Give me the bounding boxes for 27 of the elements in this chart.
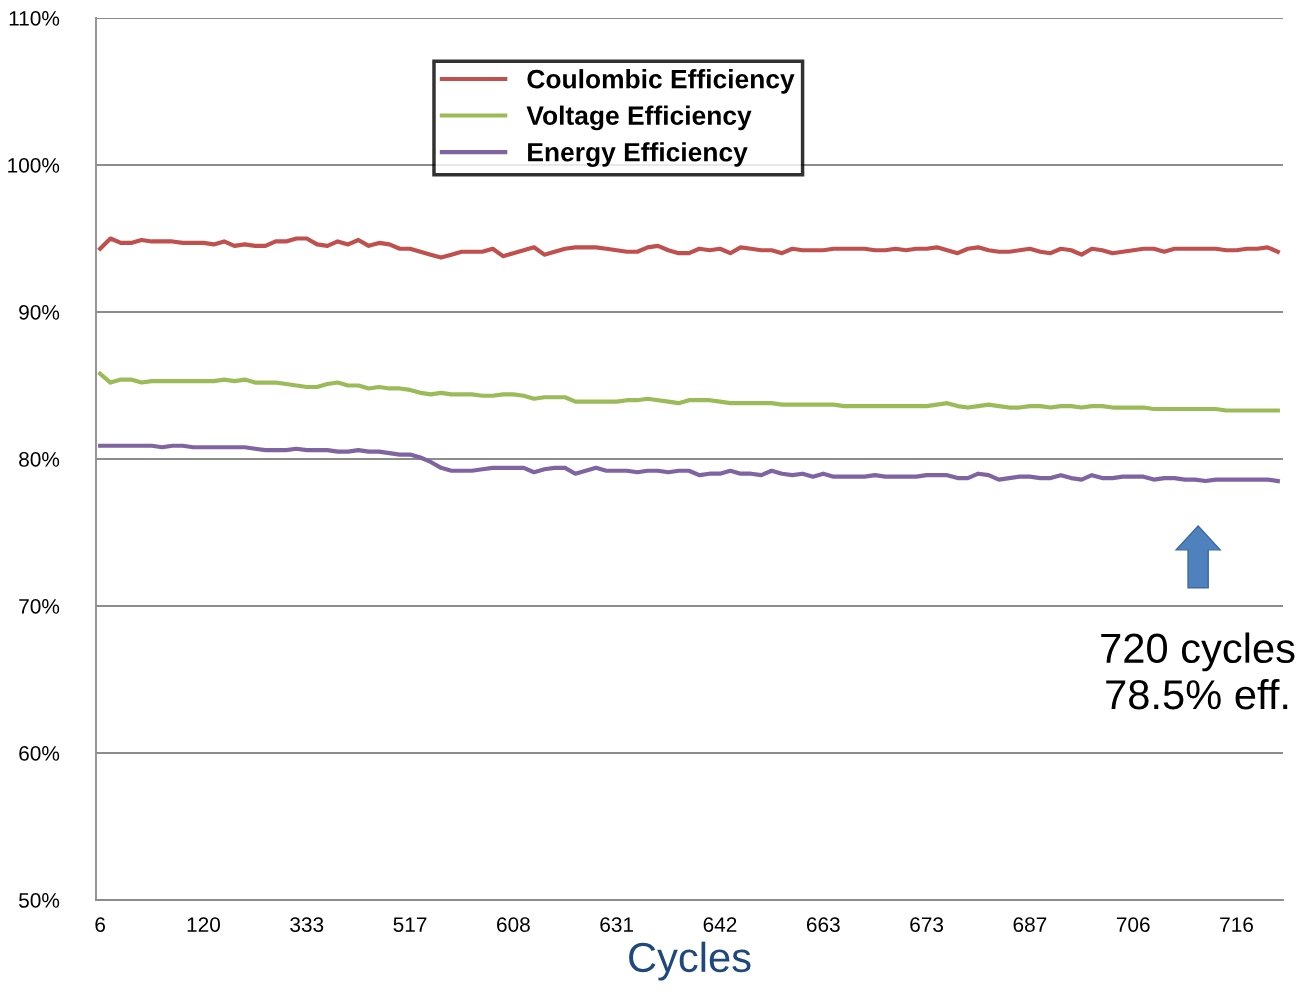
- legend-label: Energy Efficiency: [528, 142, 748, 167]
- y-tick-label: 70%: [19, 599, 60, 614]
- x-tick-label: 687: [1013, 917, 1047, 932]
- x-tick-label: 608: [497, 917, 530, 932]
- x-tick-label: 673: [910, 917, 944, 932]
- y-tick-label: 110%: [9, 11, 60, 26]
- y-tick-label: 80%: [19, 452, 60, 467]
- x-tick-label: 6: [95, 917, 106, 932]
- legend-label: Voltage Efficiency: [526, 105, 752, 131]
- x-tick-label: 706: [1116, 917, 1150, 932]
- x-tick-label: 333: [290, 917, 324, 932]
- line-series: [98, 236, 1280, 260]
- y-tick-label: 60%: [19, 746, 60, 761]
- x-tick-label: 716: [1220, 917, 1253, 932]
- x-tick-label: 663: [806, 917, 840, 932]
- x-tick-label: 642: [703, 917, 737, 932]
- y-tick-label: 50%: [19, 893, 60, 908]
- legend-label: Coulombic Efficiency: [527, 69, 795, 94]
- annotation: 720 cycles 78.5% eff.: [1101, 632, 1295, 710]
- x-tick-label: 517: [393, 917, 427, 932]
- y-tick-label: 100%: [8, 158, 60, 173]
- x-tick-label: 631: [600, 917, 634, 932]
- line-series: [98, 371, 1280, 413]
- x-tick-label: 120: [187, 917, 221, 932]
- line-series: [98, 443, 1280, 484]
- y-tick-label: 90%: [19, 305, 60, 320]
- x-axis-title: Cycles: [629, 941, 751, 981]
